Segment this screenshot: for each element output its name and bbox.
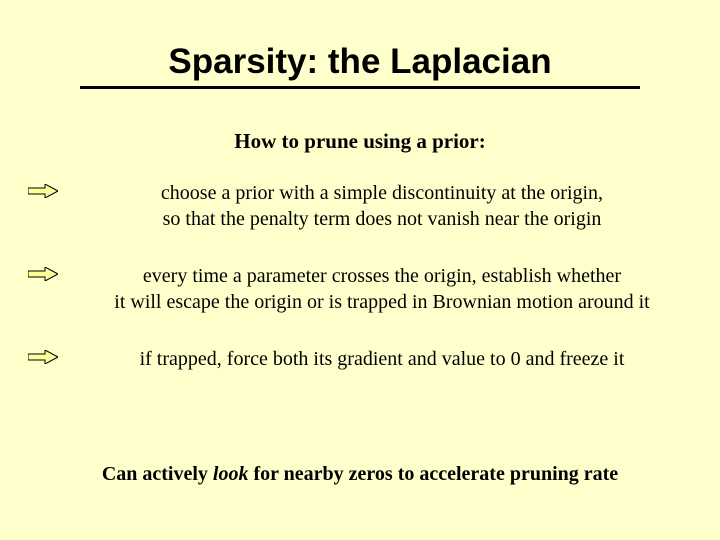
bullet-line: every time a parameter crosses the origi… (72, 263, 692, 289)
bullet-text: if trapped, force both its gradient and … (72, 346, 692, 372)
bullet-line: so that the penalty term does not vanish… (72, 206, 692, 232)
bullet-item: choose a prior with a simple discontinui… (0, 180, 720, 233)
bullet-item: every time a parameter crosses the origi… (0, 263, 720, 316)
footer-note: Can actively look for nearby zeros to ac… (0, 463, 720, 486)
arrow-icon (28, 350, 58, 364)
subtitle: How to prune using a prior: (0, 129, 720, 154)
bullet-line: if trapped, force both its gradient and … (72, 346, 692, 372)
bullet-text: choose a prior with a simple discontinui… (72, 180, 692, 233)
bullet-text: every time a parameter crosses the origi… (72, 263, 692, 316)
bullet-item: if trapped, force both its gradient and … (0, 346, 720, 372)
footer-text-em: look (213, 463, 249, 485)
footer-text-pre: Can actively (102, 463, 213, 485)
arrow-icon (28, 184, 58, 198)
bullet-line: choose a prior with a simple discontinui… (72, 180, 692, 206)
footer-text-post: for nearby zeros to accelerate pruning r… (248, 463, 618, 485)
page-title: Sparsity: the Laplacian (168, 42, 551, 88)
bullet-line: it will escape the origin or is trapped … (72, 289, 692, 315)
arrow-icon (28, 267, 58, 281)
